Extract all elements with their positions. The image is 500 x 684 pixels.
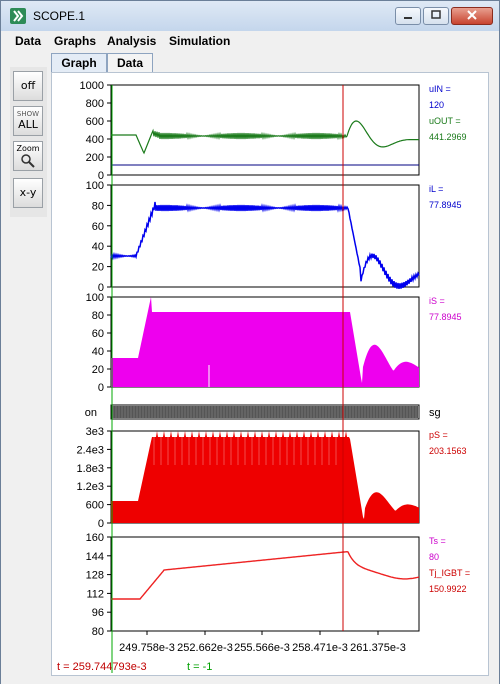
status-bar xyxy=(1,676,499,684)
ts-trace xyxy=(111,550,420,600)
ytick-label-pS-0: 3e3 xyxy=(86,426,104,438)
close-button[interactable] xyxy=(451,7,493,25)
uout-trace xyxy=(111,120,419,155)
show-all-label-top: SHOW xyxy=(16,110,40,118)
ytick-label-volt-5: 0 xyxy=(98,170,104,182)
legend-Ts-1: 80 xyxy=(429,552,439,562)
legend-volt-3: 441.2969 xyxy=(429,132,467,142)
legend-volt-0: uIN = xyxy=(429,84,451,94)
tab-graph[interactable]: Graph xyxy=(51,53,107,72)
menu-data[interactable]: Data xyxy=(15,34,42,48)
sg-bar xyxy=(112,406,418,418)
legend-pS-0: pS = xyxy=(429,430,448,440)
ytick-label-iS-5: 0 xyxy=(98,382,104,394)
ytick-label-pS-1: 2.4e3 xyxy=(76,444,104,456)
legend-iS-1: 77.8945 xyxy=(429,312,462,322)
ytick-label-volt-2: 600 xyxy=(86,116,104,128)
ps-trace xyxy=(111,431,419,523)
legend-iL-1: 77.8945 xyxy=(429,200,462,210)
plot-area[interactable]: 1000 800 600 400 200 0 uIN = 120 uOUT = 441.2969 1… xyxy=(51,72,489,676)
legend-pS-1: 203.1563 xyxy=(429,446,467,456)
panel-frame-Ts xyxy=(110,536,420,632)
menu-analysis[interactable]: Analysis xyxy=(107,34,157,48)
xtick-label-0: 249.758e-3 xyxy=(119,642,175,654)
ytick-label-volt-1: 800 xyxy=(86,98,104,110)
legend-iS-0: iS = xyxy=(429,296,445,306)
app-icon xyxy=(10,8,26,24)
panel-frame-iL xyxy=(110,184,420,288)
xy-button-label: x-y xyxy=(19,186,37,199)
xtick-label-4: 261.375e-3 xyxy=(350,642,406,654)
xy-button[interactable]: x-y xyxy=(13,178,43,208)
ytick-label-Ts-2: 128 xyxy=(86,570,104,582)
magnifier-icon xyxy=(21,154,35,168)
legend-volt-1: 120 xyxy=(429,100,444,110)
ytick-label-iL-1: 80 xyxy=(92,200,104,212)
ytick-label-volt-4: 200 xyxy=(86,152,104,164)
minimize-button[interactable] xyxy=(395,7,421,25)
is-trace xyxy=(111,296,419,387)
sg-on-label: on xyxy=(85,407,97,419)
xtick-label-2: 255.566e-3 xyxy=(234,642,290,654)
zoom-button-label: Zoom xyxy=(16,144,40,153)
zoom-button[interactable]: Zoom xyxy=(13,141,43,171)
ytick-label-iL-4: 20 xyxy=(92,262,104,274)
ytick-label-iS-4: 20 xyxy=(92,364,104,376)
ytick-label-volt-0: 1000 xyxy=(80,80,104,92)
show-all-label-bottom: ALL xyxy=(18,118,38,131)
panel-frame-sg xyxy=(110,404,420,420)
panel-frame-volt xyxy=(110,84,420,176)
xtick-label-3: 258.471e-3 xyxy=(292,642,348,654)
legend-volt-2: uOUT = xyxy=(429,116,461,126)
xtick-label-1: 252.662e-3 xyxy=(177,642,233,654)
menu-graphs[interactable]: Graphs xyxy=(54,34,97,48)
ytick-label-pS-3: 1.2e3 xyxy=(76,481,104,493)
ytick-label-iL-2: 60 xyxy=(92,221,104,233)
off-button[interactable]: off xyxy=(13,71,43,101)
off-button-label: off xyxy=(20,79,36,92)
ytick-label-pS-5: 0 xyxy=(98,518,104,530)
ytick-label-pS-4: 600 xyxy=(86,500,104,512)
maximize-button[interactable] xyxy=(423,7,449,25)
sg-label: sg xyxy=(429,407,441,419)
ytick-label-iS-2: 60 xyxy=(92,328,104,340)
ytick-label-pS-2: 1.8e3 xyxy=(76,463,104,475)
ytick-label-Ts-3: 112 xyxy=(86,588,104,600)
il-trace xyxy=(110,201,420,290)
ytick-label-Ts-4: 96 xyxy=(92,607,104,619)
legend-Ts-0: Ts = xyxy=(429,536,446,546)
legend-Ts-2: Tj_IGBT = xyxy=(429,568,470,578)
legend-Ts-3: 150.9922 xyxy=(429,584,467,594)
show-all-button[interactable]: SHOW ALL xyxy=(13,106,43,136)
ytick-label-iS-0: 100 xyxy=(86,292,104,304)
ytick-label-Ts-1: 144 xyxy=(86,551,104,563)
menu-bar: Data Graphs Analysis Simulation xyxy=(1,31,499,51)
ytick-label-iS-3: 40 xyxy=(92,346,104,358)
title-bar[interactable]: SCOPE.1 xyxy=(1,1,499,31)
start-time-label: t = -1 xyxy=(187,661,213,673)
ytick-label-Ts-5: 80 xyxy=(92,626,104,638)
ytick-label-iS-1: 80 xyxy=(92,310,104,322)
legend-iL-0: iL = xyxy=(429,184,443,194)
ytick-label-iL-0: 100 xyxy=(86,180,104,192)
menu-simulation[interactable]: Simulation xyxy=(169,34,231,48)
ytick-label-iL-5: 0 xyxy=(98,282,104,294)
window-title: SCOPE.1 xyxy=(33,9,86,23)
ytick-label-Ts-0: 160 xyxy=(86,532,104,544)
tab-data[interactable]: Data xyxy=(107,53,153,72)
ytick-label-iL-3: 40 xyxy=(92,241,104,253)
ytick-label-volt-3: 400 xyxy=(86,134,104,146)
cursor-time-label: t = 259.744793e-3 xyxy=(57,661,147,673)
